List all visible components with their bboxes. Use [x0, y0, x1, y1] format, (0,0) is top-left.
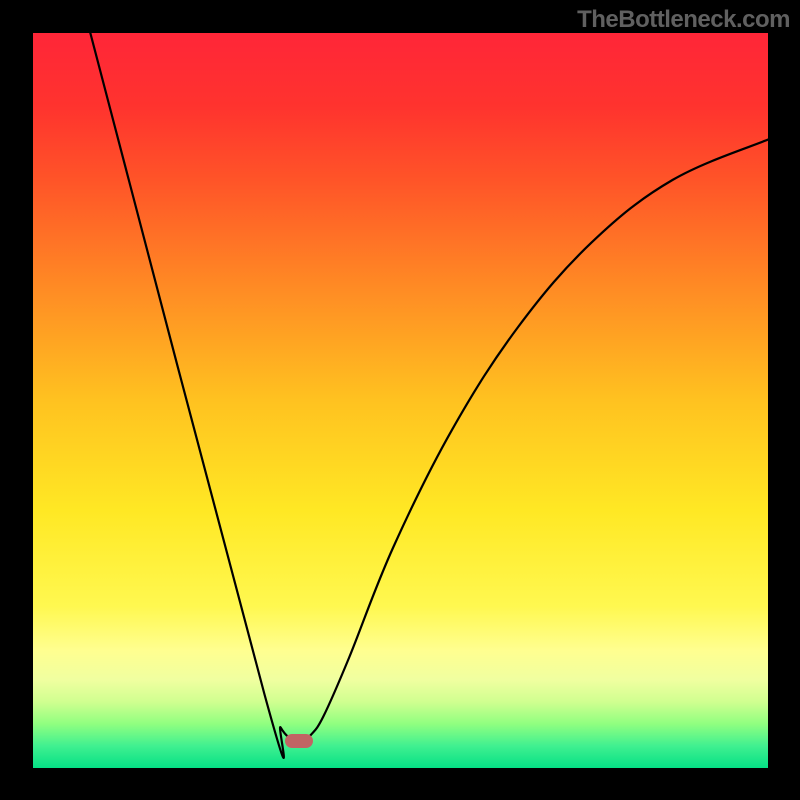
plot-area: [33, 33, 768, 768]
chart-container: TheBottleneck.com: [0, 0, 800, 800]
curve-svg: [33, 33, 768, 768]
minimum-marker: [285, 734, 313, 748]
watermark-label: TheBottleneck.com: [577, 6, 790, 34]
